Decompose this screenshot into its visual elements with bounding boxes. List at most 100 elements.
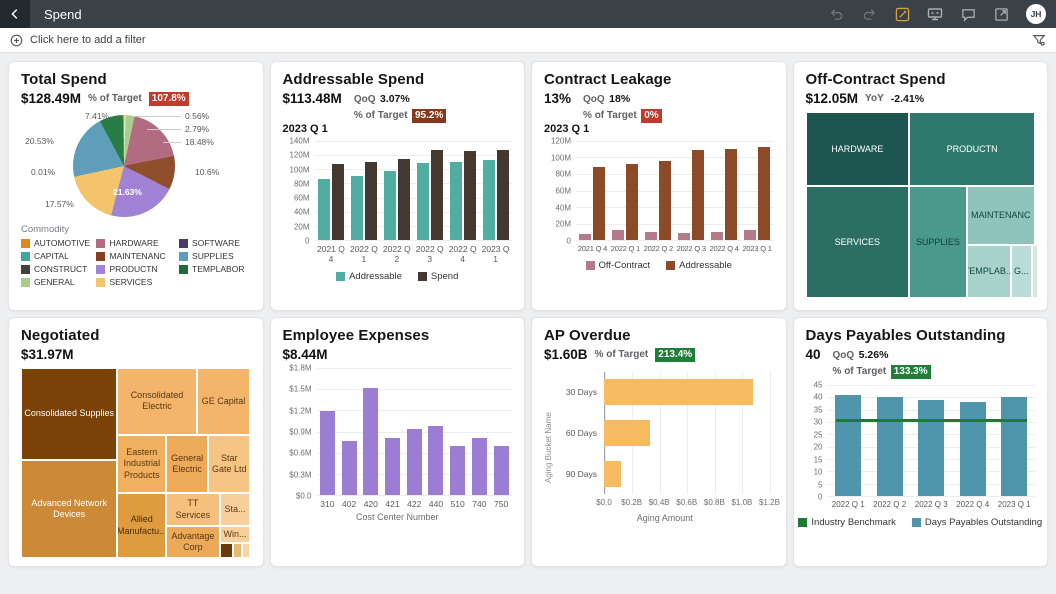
tile-days-payables-outstanding[interactable]: Days Payables Outstanding 40 QoQ 5.26% %…: [792, 317, 1048, 567]
treemap-node[interactable]: TT Services: [166, 493, 220, 526]
bar[interactable]: [678, 233, 691, 240]
pie-chart[interactable]: [73, 115, 175, 217]
bar[interactable]: [579, 234, 592, 240]
legend-item[interactable]: GENERAL: [21, 277, 92, 287]
add-filter-icon[interactable]: [10, 34, 23, 47]
treemap-node[interactable]: [242, 542, 251, 558]
bar[interactable]: [416, 162, 429, 240]
treemap-node[interactable]: GE Capital: [196, 368, 251, 435]
bar[interactable]: [430, 150, 443, 240]
bar[interactable]: [959, 402, 986, 496]
comment-icon[interactable]: [960, 6, 976, 22]
treemap-node[interactable]: MAINTENANC: [966, 186, 1035, 245]
bar[interactable]: [835, 394, 862, 496]
bar[interactable]: [482, 160, 495, 240]
tile-employee-expenses[interactable]: Employee Expenses $8.44M $1.8M $1.5M $1.2M…: [269, 317, 525, 567]
legend-item[interactable]: Off-Contract: [585, 260, 650, 271]
edit-icon[interactable]: [894, 6, 910, 22]
bar[interactable]: [1001, 397, 1028, 496]
treemap-node[interactable]: [1031, 244, 1038, 298]
legend-item[interactable]: Days Payables Outstanding: [911, 517, 1042, 528]
bar[interactable]: [364, 162, 377, 240]
bar[interactable]: [604, 419, 650, 446]
treemap-node[interactable]: PRODUCTN: [909, 112, 1035, 187]
bar[interactable]: [341, 441, 357, 495]
bar[interactable]: [428, 425, 444, 495]
redo-icon[interactable]: [861, 6, 877, 22]
treemap-node[interactable]: TEMPLAB...: [966, 244, 1011, 298]
bar[interactable]: [876, 397, 903, 496]
bar[interactable]: [626, 164, 639, 240]
treemap-node[interactable]: Star Gate Ltd: [208, 434, 251, 494]
bar[interactable]: [385, 437, 401, 495]
treemap-node[interactable]: HARDWARE: [805, 112, 910, 187]
legend-item[interactable]: MAINTENANC: [96, 251, 175, 261]
treemap-node[interactable]: Consolidated Supplies: [21, 368, 118, 461]
tile-negotiated[interactable]: Negotiated $31.97M Consolidated Supplies…: [8, 317, 264, 567]
legend-item[interactable]: HARDWARE: [96, 238, 175, 248]
bar[interactable]: [659, 160, 672, 240]
treemap-node[interactable]: SERVICES: [805, 186, 910, 298]
bar[interactable]: [317, 179, 330, 240]
add-filter-label[interactable]: Click here to add a filter: [30, 34, 146, 46]
legend-item[interactable]: SOFTWARE: [179, 238, 250, 248]
bar[interactable]: [397, 159, 410, 240]
bar[interactable]: [493, 446, 509, 495]
bar[interactable]: [383, 171, 396, 240]
tile-off-contract-spend[interactable]: Off-Contract Spend $12.05M YoY -2.41% HA…: [792, 61, 1048, 311]
bar[interactable]: [918, 399, 945, 496]
treemap-node[interactable]: SUPPLIES: [909, 186, 967, 298]
open-in-new-icon[interactable]: [993, 6, 1009, 22]
treemap-node[interactable]: [233, 542, 243, 558]
bar[interactable]: [612, 230, 625, 240]
tile-contract-leakage[interactable]: Contract Leakage 13% QoQ 18% % of Target…: [531, 61, 787, 311]
legend-item[interactable]: TEMPLABOR: [179, 264, 250, 274]
legend-item[interactable]: Addressable: [336, 271, 402, 282]
back-button[interactable]: [0, 0, 30, 28]
legend-item[interactable]: PRODUCTN: [96, 264, 175, 274]
legend-item[interactable]: CONSTRUCT: [21, 264, 92, 274]
bar[interactable]: [471, 437, 487, 495]
bar[interactable]: [331, 164, 344, 240]
legend-item[interactable]: Spend: [417, 271, 458, 282]
legend-item[interactable]: SUPPLIES: [179, 251, 250, 261]
treemap-node[interactable]: Advanced Network Devices: [21, 460, 118, 558]
treemap-node[interactable]: Win...: [219, 525, 251, 543]
treemap-node[interactable]: Consolidated Electric: [117, 368, 197, 435]
bar[interactable]: [692, 150, 705, 240]
treemap-node[interactable]: Advantage Corp: [166, 525, 220, 558]
treemap-node[interactable]: Sta...: [219, 493, 251, 526]
tile-addressable-spend[interactable]: Addressable Spend $113.48M QoQ 3.07% % o…: [269, 61, 525, 311]
bar[interactable]: [463, 150, 476, 240]
treemap-node[interactable]: Eastern Industrial Products: [117, 434, 167, 494]
bar[interactable]: [758, 146, 771, 240]
undo-icon[interactable]: [828, 6, 844, 22]
bar[interactable]: [450, 445, 466, 495]
legend-item[interactable]: Industry Benchmark: [798, 517, 896, 528]
bar[interactable]: [350, 175, 363, 240]
bar[interactable]: [604, 379, 753, 406]
bar[interactable]: [363, 388, 379, 495]
legend-item[interactable]: SERVICES: [96, 277, 175, 287]
legend-item[interactable]: AUTOMOTIVE: [21, 238, 92, 248]
bar[interactable]: [593, 167, 606, 240]
treemap-node[interactable]: G...: [1010, 244, 1032, 298]
bar[interactable]: [449, 162, 462, 240]
tile-total-spend[interactable]: Total Spend $128.49M % of Target 107.8% …: [8, 61, 264, 311]
bar[interactable]: [319, 411, 335, 495]
filter-settings-icon[interactable]: [1032, 33, 1046, 47]
bar[interactable]: [645, 231, 658, 240]
legend-item[interactable]: CAPITAL: [21, 251, 92, 261]
treemap-node[interactable]: [219, 542, 234, 558]
treemap-node[interactable]: Allied Manufactu...: [117, 493, 167, 558]
tile-ap-overdue[interactable]: AP Overdue $1.60B % of Target 213.4% Agi…: [531, 317, 787, 567]
bar[interactable]: [744, 230, 757, 240]
bar[interactable]: [725, 149, 738, 240]
bar[interactable]: [604, 460, 621, 487]
present-icon[interactable]: [927, 6, 943, 22]
legend-item[interactable]: Addressable: [666, 260, 732, 271]
bar[interactable]: [711, 231, 724, 240]
treemap-node[interactable]: General Electric: [166, 434, 209, 494]
bar[interactable]: [496, 149, 509, 240]
avatar[interactable]: JH: [1026, 4, 1046, 24]
